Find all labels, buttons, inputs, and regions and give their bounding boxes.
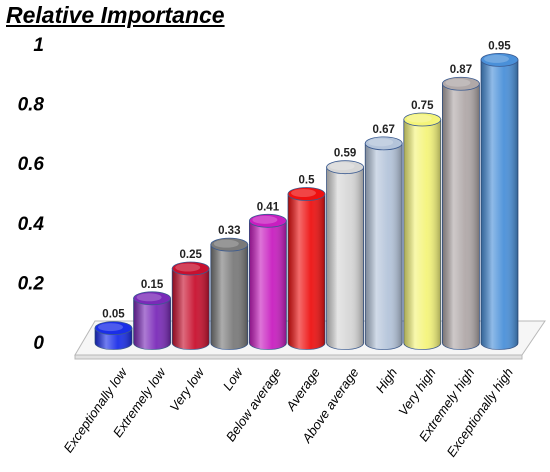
bar-top [210,237,249,252]
data-label: 0.05 [102,309,125,321]
bar: 0.25 [171,249,210,350]
y-tick-label: 0.6 [18,154,45,175]
x-tick-label: Low [220,364,247,393]
data-label: 0.87 [450,64,472,76]
bar-shading [365,143,403,350]
bar-top [480,53,519,67]
bar-shading [481,59,518,350]
data-label: 0.5 [299,175,316,187]
y-tick-label: 0.2 [18,273,45,294]
bar-top-highlight [213,239,239,248]
chart-floor-edge [74,354,523,360]
bar-top-highlight [368,138,394,147]
bar: 0.95 [480,40,519,350]
bar-top [171,261,210,276]
bar: 0.05 [94,309,133,350]
bar-top [441,76,480,91]
bar: 0.5 [287,175,326,350]
data-label: 0.25 [180,249,203,261]
data-label: 0.67 [373,124,395,136]
bar-top [326,160,365,175]
bar-top-highlight [329,162,355,171]
bar: 0.15 [133,279,172,350]
chart-title: Relative Importance [6,2,225,28]
data-label: 0.15 [141,279,164,291]
bar-shading [403,119,441,350]
x-tick-label: Very low [167,364,209,414]
x-tick-label: Exceptionally low [60,364,130,456]
bar-top-highlight [406,114,432,123]
bar-top [133,291,172,306]
bar: 0.41 [248,201,287,350]
x-tick-label: Average [282,365,323,414]
x-tick-label: High [373,365,401,396]
bar-top [248,213,287,228]
bar-top-highlight [98,323,123,332]
bar-shading [210,244,248,350]
y-tick-label: 0.4 [18,214,45,235]
bar: 0.67 [364,124,403,350]
bar-top-highlight [175,263,201,272]
data-label: 0.41 [257,201,280,213]
bar-top-highlight [291,189,316,197]
bar: 0.75 [403,100,442,350]
bar-shading [442,83,480,350]
bar-shading [326,167,364,350]
bar-top-highlight [484,54,509,63]
bar: 0.87 [441,64,480,350]
y-tick-label: 0.8 [18,95,45,116]
bar-top-highlight [136,293,162,302]
bar-shading [249,220,287,350]
bar-top-highlight [252,215,278,224]
bar: 0.33 [210,225,249,350]
bar-shading [288,194,325,350]
y-tick-label: 1 [33,35,44,56]
bar-shading [172,268,210,350]
data-label: 0.59 [334,148,356,160]
bar-shading [133,298,171,350]
bar-top [403,112,442,127]
bar-top [364,136,403,151]
data-label: 0.75 [411,100,434,112]
bar-top [94,321,133,336]
bar: 0.59 [326,148,365,350]
y-tick-label: 0 [33,333,44,354]
bar-top-highlight [445,78,471,87]
data-label: 0.95 [488,40,511,52]
data-label: 0.33 [218,225,240,237]
bar-top [287,187,326,201]
